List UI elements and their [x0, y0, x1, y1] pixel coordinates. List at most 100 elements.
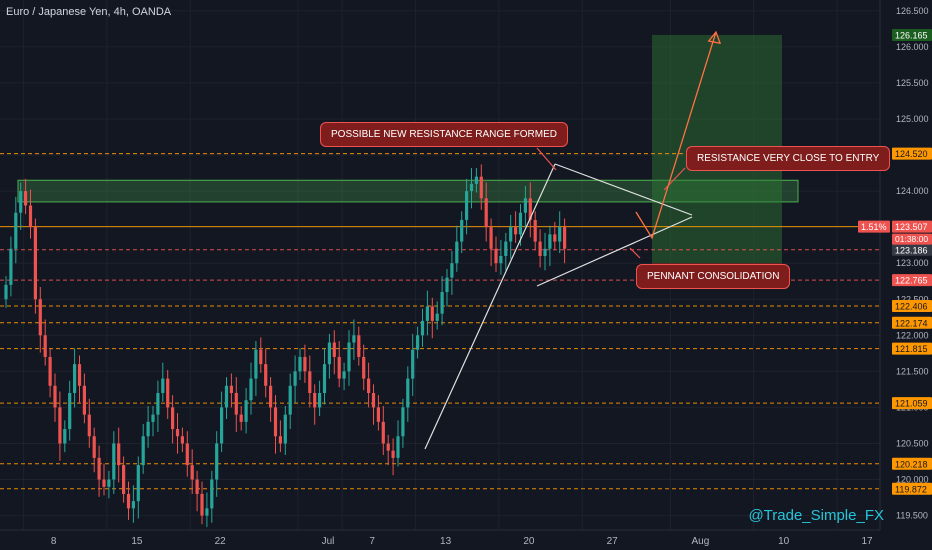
candle-body	[239, 414, 243, 422]
price-tick-label: 126.000	[896, 42, 929, 52]
price-tick-label: 125.500	[896, 78, 929, 88]
candle-body	[146, 421, 150, 437]
candle-body	[4, 284, 8, 300]
candle-body	[435, 313, 439, 321]
annotation-connector	[629, 247, 641, 259]
price-tick-label: 122.000	[896, 330, 929, 340]
price-tick-label: 125.000	[896, 114, 929, 124]
projection-arrow	[707, 30, 722, 45]
candle-body	[396, 436, 400, 458]
price-tick-label: 120.000	[896, 475, 929, 485]
candle-body	[28, 205, 33, 228]
price-label-bg	[892, 28, 932, 41]
candle-body	[14, 212, 18, 249]
candle-body	[416, 335, 420, 350]
candle-body	[117, 443, 121, 466]
price-tick-label: 126.500	[896, 6, 929, 16]
candle-body	[244, 400, 248, 422]
candle-body	[308, 371, 312, 393]
candle-body	[175, 429, 180, 437]
price-tick-label: 122.500	[896, 294, 929, 304]
candle-body	[185, 443, 189, 466]
price-label-value: 121.815	[895, 344, 928, 354]
candle-body	[102, 479, 106, 487]
price-tick-label: 120.500	[896, 438, 929, 448]
trend-drawings	[424, 30, 722, 450]
candle-body	[455, 241, 459, 264]
candle-body	[224, 385, 229, 408]
candle-body	[548, 234, 552, 249]
price-label-bg	[892, 300, 932, 313]
price-label-value: 119.872	[895, 484, 927, 494]
candle-body	[381, 421, 385, 444]
price-label-bg	[892, 397, 932, 410]
candlesticks	[4, 164, 567, 528]
price-axis: 126.500126.000125.500125.000124.500124.0…	[858, 0, 932, 550]
candle-body	[48, 356, 52, 386]
candle-body	[190, 465, 194, 480]
candle-body	[514, 227, 518, 235]
price-label-bg	[892, 482, 932, 495]
candle-body	[411, 349, 415, 379]
candle-body	[460, 219, 464, 242]
candle-body	[494, 248, 498, 264]
candle-body	[278, 436, 282, 444]
candle-body	[401, 407, 405, 437]
candle-body	[141, 436, 145, 466]
time-axis-bg	[0, 530, 932, 550]
candle-body	[558, 227, 562, 242]
price-label-bg	[892, 220, 932, 233]
price-label-bg	[892, 457, 932, 470]
candle-body	[229, 385, 233, 393]
candle-body	[538, 241, 542, 256]
time-tick-label: 27	[607, 536, 619, 547]
time-tick-label: 22	[215, 536, 227, 547]
price-label-value: 120.218	[895, 459, 928, 469]
candle-body	[156, 392, 160, 415]
candle-body	[499, 255, 503, 264]
candle-body	[553, 234, 557, 242]
time-tick-label: 7	[369, 536, 375, 547]
price-tick-label: 119.500	[896, 511, 928, 521]
candle-body	[479, 176, 483, 199]
candle-body	[509, 227, 513, 242]
candle-body	[73, 364, 77, 393]
price-label-value: 121.059	[895, 399, 928, 409]
candle-body	[484, 198, 488, 228]
candle-body	[318, 392, 322, 408]
price-tick-label: 123.000	[896, 258, 929, 268]
candle-body	[19, 191, 23, 213]
candle-body	[58, 407, 62, 444]
candle-body	[303, 356, 307, 372]
annotation-pennant[interactable]: PENNANT CONSOLIDATION	[636, 264, 791, 289]
key-level-lines	[0, 153, 880, 490]
candle-body	[77, 364, 82, 386]
annotation-resistance-range[interactable]: POSSIBLE NEW RESISTANCE RANGE FORMED	[320, 122, 568, 147]
pct-change-label: 1.51%	[861, 222, 887, 232]
candle-body	[313, 392, 317, 408]
candle-body	[166, 378, 170, 408]
candle-body	[283, 414, 287, 444]
time-tick-label: Jul	[322, 536, 335, 547]
candle-body	[249, 378, 253, 401]
candle-body	[523, 198, 527, 213]
time-tick-label: 17	[861, 536, 873, 547]
candle-body	[38, 299, 42, 336]
candle-body	[298, 356, 302, 372]
price-label-value: 126.165	[895, 30, 928, 40]
candle-body	[489, 227, 493, 249]
candle-body	[337, 356, 341, 379]
candle-body	[386, 443, 390, 451]
resistance-zone	[17, 179, 799, 203]
candle-body	[371, 392, 376, 408]
candle-body	[53, 385, 57, 408]
candle-body	[430, 306, 434, 321]
candle-body	[107, 479, 111, 487]
time-tick-label: Aug	[692, 536, 710, 547]
annotation-resistance-entry[interactable]: RESISTANCE VERY CLOSE TO ENTRY	[686, 146, 891, 171]
candle-body	[43, 335, 47, 357]
symbol-title: Euro / Japanese Yen, 4h, OANDA	[6, 6, 172, 18]
price-label-bg	[892, 316, 932, 329]
candle-body	[450, 263, 454, 278]
